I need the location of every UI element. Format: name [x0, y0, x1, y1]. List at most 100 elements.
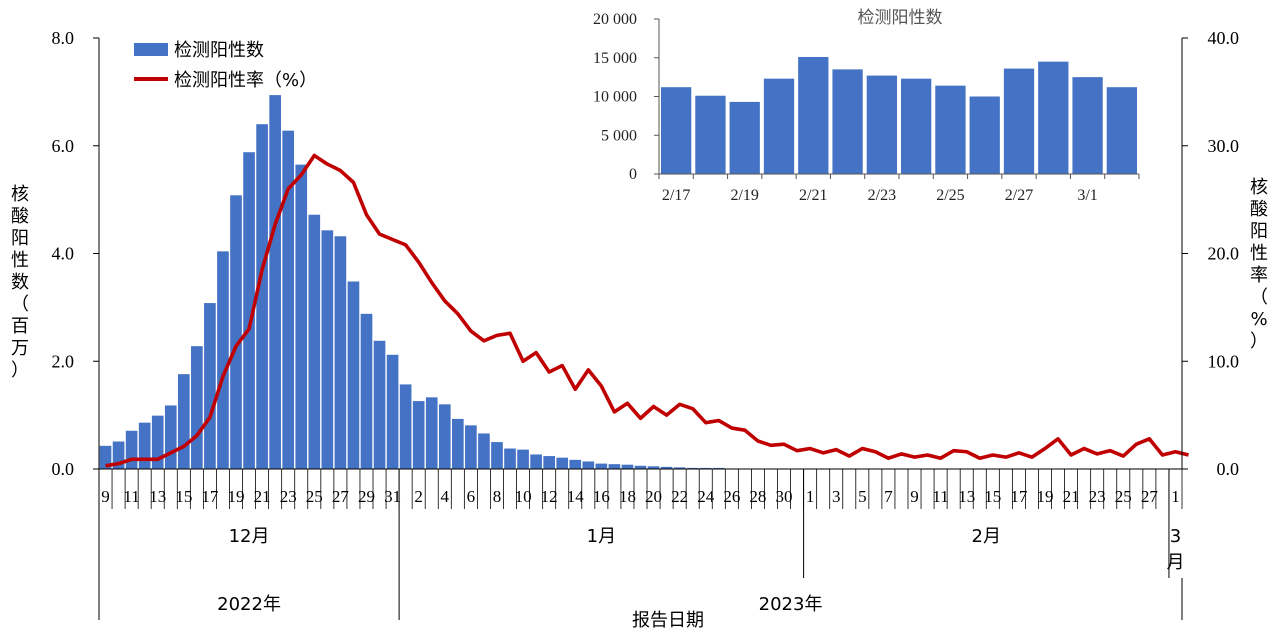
main-bar	[269, 95, 281, 470]
inset-bar	[729, 101, 760, 174]
inset-bar	[798, 56, 829, 174]
year-label: 2023年	[759, 594, 823, 615]
axis-title-char: 阳	[11, 228, 29, 249]
main-bar	[634, 465, 647, 469]
x-tick-label: 5	[858, 487, 867, 506]
inset-x-tick-label: 2/19	[730, 187, 758, 204]
inset-bar-series	[661, 56, 1137, 175]
x-tick-label: 10	[515, 487, 532, 506]
main-bar	[491, 442, 503, 469]
x-tick-labels: 9 11 13 15 17 19 21 23 25 27 29 31 2 4 6 8 10 12 14 16 18 20 2…	[101, 487, 1179, 506]
axis-title-char: %	[1250, 309, 1267, 330]
left-tick-label: 0.0	[52, 459, 75, 479]
main-bar	[647, 466, 660, 469]
x-tick-label: 21	[254, 487, 271, 506]
main-bar	[712, 467, 725, 469]
axis-title-char: 性	[11, 250, 29, 271]
x-tick-label: 27	[1141, 487, 1159, 506]
x-tick-label: 20	[645, 487, 662, 506]
main-bar	[191, 346, 203, 469]
main-bar	[347, 281, 360, 469]
inset-y-tick-label: 5 000	[601, 127, 637, 144]
main-bar	[282, 130, 295, 469]
main-bar	[256, 124, 268, 469]
main-bar	[151, 415, 164, 469]
axis-title-char: 酸	[11, 206, 29, 227]
axis-title-char: ）	[11, 360, 29, 381]
inset-bar	[1038, 61, 1069, 175]
main-bar	[99, 445, 112, 469]
main-bar	[308, 214, 321, 469]
x-tick-label: 25	[306, 487, 323, 506]
left-y-ticks: 0.0 2.0 4.0 6.0 8.0	[52, 28, 99, 479]
axis-title-char: 性	[1250, 243, 1268, 264]
main-bar	[673, 467, 686, 469]
inset-bar	[1003, 68, 1035, 174]
main-bar	[230, 195, 242, 469]
inset-bar	[1072, 77, 1103, 175]
inset-x-tick-label: 2/21	[799, 187, 827, 204]
x-tick-label: 19	[1036, 487, 1053, 506]
main-bar	[399, 384, 412, 469]
main-bar	[386, 354, 399, 469]
x-tick-label: 18	[619, 487, 636, 506]
main-bar	[243, 152, 255, 469]
x-tick-label: 15	[984, 487, 1001, 506]
main-bar	[373, 340, 386, 469]
main-bar	[660, 466, 673, 469]
main-bar	[465, 425, 477, 469]
axis-title-char: 率	[1250, 265, 1268, 286]
inset-y-tick-label: 0	[629, 166, 637, 183]
x-tick-label: 14	[567, 487, 585, 506]
year-label: 2022年	[217, 594, 281, 615]
main-bar	[582, 461, 595, 469]
main-bar	[295, 164, 308, 470]
x-tick-label: 25	[1115, 487, 1132, 506]
x-tick-label: 31	[384, 487, 401, 506]
right-tick-label: 20.0	[1208, 244, 1240, 264]
inset-bar	[695, 95, 726, 174]
inset-y-tick-label: 10 000	[593, 89, 637, 106]
x-tick-label: 8	[493, 487, 502, 506]
main-bar	[321, 230, 334, 469]
main-line-series	[105, 153, 1189, 468]
main-bar	[452, 418, 464, 469]
x-tick-label: 16	[593, 487, 610, 506]
axis-title-char: 核	[1250, 177, 1268, 198]
x-ticks	[98, 469, 1183, 509]
x-tick-label: 17	[1010, 487, 1028, 506]
main-bar	[621, 464, 634, 469]
x-tick-label: 9	[101, 487, 110, 506]
right-tick-label: 40.0	[1208, 28, 1240, 48]
x-tick-label: 27	[332, 487, 350, 506]
x-tick-label: 11	[932, 487, 948, 506]
x-tick-label: 26	[723, 487, 740, 506]
positive-rate-line	[105, 153, 1189, 468]
inset-x-tick-label: 2/25	[936, 187, 964, 204]
main-bar	[164, 405, 177, 469]
inset-bar	[901, 78, 932, 174]
x-tick-label: 1	[806, 487, 815, 506]
right-tick-label: 0.0	[1217, 459, 1240, 479]
main-bar	[543, 456, 555, 469]
axis-title-char: 百	[11, 316, 29, 337]
axis-title-char: 万	[11, 338, 29, 359]
right-tick-label: 30.0	[1208, 136, 1240, 156]
x-tick-label: 23	[280, 487, 297, 506]
axis-title-char: 核	[11, 184, 29, 205]
main-bar	[125, 430, 138, 469]
legend-bar-swatch	[134, 43, 168, 56]
x-tick-label: 3	[832, 487, 841, 506]
inset-bar	[866, 75, 897, 174]
main-bar	[608, 464, 621, 469]
inset-x-tick-label: 3/1	[1077, 187, 1097, 204]
x-axis-title: 报告日期	[632, 610, 704, 631]
main-bar	[177, 374, 190, 469]
inset-bar	[1106, 87, 1137, 174]
legend-bar-label: 检测阳性数	[174, 40, 264, 61]
x-tick-label: 7	[884, 487, 893, 506]
